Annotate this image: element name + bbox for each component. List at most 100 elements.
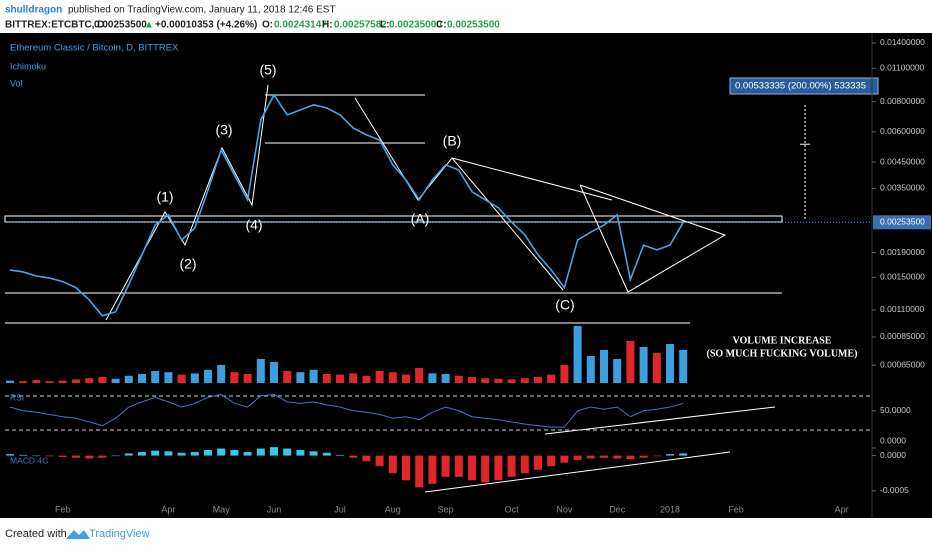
volume-bar [256, 359, 265, 383]
volume-bar [586, 356, 595, 383]
x-tick-label: Feb [55, 504, 71, 514]
price-marker-box [873, 215, 931, 230]
drawings [4, 33, 879, 518]
volume-bar [600, 350, 608, 383]
volume-bar [243, 374, 252, 383]
brand[interactable]: TradingView [89, 528, 150, 540]
trend [451, 157, 613, 201]
open-label: O: [262, 20, 273, 31]
macd-bar [270, 447, 278, 456]
macd-bar [507, 455, 516, 477]
volume-bar [72, 379, 80, 383]
macd-bar [164, 451, 173, 456]
macd-bar [415, 455, 424, 488]
open: 0.00243147 [274, 20, 327, 31]
macd-bar [72, 455, 80, 458]
y-tick-label: -0.0005 [880, 485, 909, 495]
impulse [105, 84, 269, 321]
low-label: L: [380, 20, 389, 31]
triangle [579, 184, 727, 293]
macd-bar [336, 454, 344, 456]
chart-title: Ethereum Classic / Bitcoin, D, BITTREX [10, 43, 179, 54]
macd-bar [534, 455, 542, 470]
volume-bar [164, 372, 173, 383]
macd-bar [468, 455, 476, 481]
volume-bar [507, 379, 516, 383]
macd-bar [613, 455, 622, 459]
macd-bar [322, 452, 331, 456]
macd-bar [124, 453, 133, 456]
volume-bar [270, 362, 278, 383]
indicator: Vol [10, 78, 23, 88]
macd-bar [560, 455, 569, 463]
macd-bar [626, 455, 635, 460]
macd-bar [85, 455, 94, 459]
volume-bar [124, 375, 133, 383]
volume-bar [309, 369, 318, 383]
measure-box [729, 77, 879, 95]
macd-bar [283, 448, 292, 456]
y-tick-label: 0.00800000 [880, 96, 925, 106]
close-label: C: [436, 20, 447, 31]
y-tick-label: 0.00190000 [880, 247, 925, 257]
zone [4, 215, 783, 223]
macd-bar [586, 455, 595, 459]
macd-bar [441, 455, 450, 477]
macd-bar [151, 450, 160, 456]
x-tick-label: Oct [505, 504, 520, 514]
macd-bar [45, 455, 54, 457]
macd-bar [349, 455, 358, 458]
x-tick-label: Sep [438, 504, 454, 514]
volume-bar [520, 378, 529, 383]
x-tick-label: Nov [556, 504, 573, 514]
volume-bar [534, 377, 542, 383]
macd-bar [573, 455, 582, 460]
volume-bar [679, 350, 688, 383]
macd-bar [639, 455, 648, 458]
volume-bar [230, 372, 239, 383]
volume-bar [481, 378, 490, 383]
macd-bar [520, 455, 529, 474]
volume-bar [85, 378, 94, 383]
indicator: Ichimoku [10, 61, 46, 71]
volume-bar [613, 359, 622, 383]
author[interactable]: shulldragon [5, 5, 62, 16]
published: published on TradingView.com, January 11… [68, 5, 336, 16]
y-tick-label: 0.00110000 [880, 304, 925, 314]
macd-bar [204, 449, 212, 456]
logo [66, 530, 90, 539]
macd-bar [230, 449, 239, 456]
macd-bar [256, 448, 265, 456]
macd-bar [32, 455, 41, 457]
volume-bar [468, 377, 476, 383]
volume-bar [177, 374, 186, 383]
wave-label: (3) [215, 122, 232, 138]
volume-bar [547, 374, 556, 383]
arrow: ▲ [144, 20, 154, 31]
y-tick-label: 50.0000 [880, 405, 911, 415]
macd-bar [494, 455, 503, 481]
x-tick-label: May [213, 504, 231, 514]
volume-bar [494, 378, 503, 383]
volume-bar [45, 381, 54, 383]
chart-area [0, 33, 932, 518]
macd-bar [666, 454, 674, 456]
y-tick-label: 0.01400000 [880, 37, 925, 47]
volume-bar [441, 374, 450, 383]
volume-bar [415, 368, 424, 383]
volume-bar [111, 378, 120, 383]
x-tick-label: Aug [385, 504, 401, 514]
volume-bar [362, 375, 371, 383]
macd-bar [402, 455, 410, 481]
wave-label: (5) [259, 62, 276, 78]
volume-bar [573, 326, 582, 383]
x-tick-label: Feb [728, 504, 744, 514]
volume-bar [626, 341, 635, 383]
y-tick-label: 0.00065000 [880, 359, 925, 369]
macd-bar [600, 455, 608, 458]
volume-bar [428, 373, 437, 383]
x-tick-label: Apr [835, 504, 849, 514]
macd-bar [138, 452, 146, 456]
macd-bar [217, 448, 226, 456]
wave-label: (B) [443, 133, 462, 149]
